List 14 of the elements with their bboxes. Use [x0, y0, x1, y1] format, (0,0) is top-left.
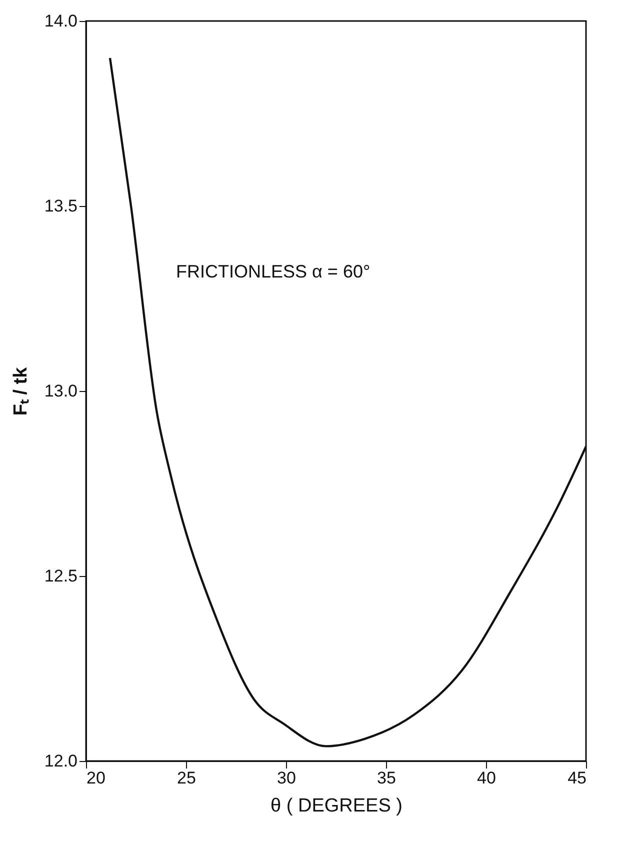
- x-tick-label: 20: [86, 768, 106, 788]
- annotation: FRICTIONLESS α = 60°: [176, 262, 370, 282]
- y-tick-label: 12.5: [44, 566, 78, 586]
- y-tick-label: 14.0: [44, 12, 78, 30]
- x-axis-title: θ ( DEGREES ): [270, 796, 402, 816]
- x-tick-label: 40: [477, 768, 496, 788]
- y-tick-label: 13.5: [44, 196, 78, 216]
- x-tick-label: 45: [568, 768, 586, 788]
- x-tick-label: 25: [177, 768, 196, 788]
- y-axis-title: Fₜ / tk: [10, 366, 32, 416]
- x-tick-label: 35: [377, 768, 396, 788]
- y-tick-label: 12.0: [44, 752, 78, 770]
- y-tick-label: 13.0: [44, 382, 78, 400]
- x-tick-label: 30: [277, 768, 296, 788]
